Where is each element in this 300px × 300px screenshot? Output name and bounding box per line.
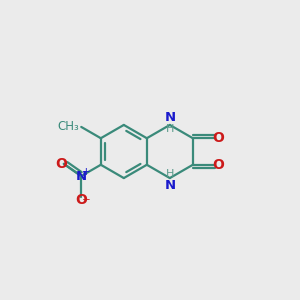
Text: O: O (212, 131, 224, 145)
Text: N: N (164, 179, 175, 192)
Text: N: N (76, 169, 87, 183)
Text: −: − (82, 195, 91, 205)
Text: O: O (75, 193, 87, 207)
Text: H: H (166, 124, 174, 134)
Text: N: N (164, 111, 175, 124)
Text: H: H (166, 169, 174, 179)
Text: +: + (82, 167, 91, 177)
Text: O: O (212, 158, 224, 172)
Text: CH₃: CH₃ (58, 120, 80, 134)
Text: O: O (55, 157, 67, 171)
